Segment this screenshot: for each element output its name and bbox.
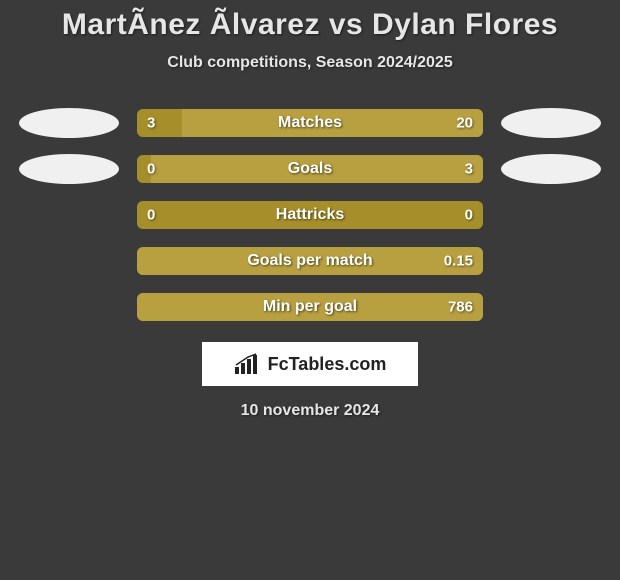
stat-row: 3 Matches 20 bbox=[0, 108, 620, 138]
chart-icon bbox=[234, 353, 262, 375]
left-spacer bbox=[19, 246, 119, 276]
bar-value-right: 0 bbox=[465, 207, 473, 224]
page-title: MartÃnez Ãlvarez vs Dylan Flores bbox=[0, 8, 620, 42]
footer-logo[interactable]: FcTables.com bbox=[202, 342, 418, 386]
bar-label: Matches bbox=[278, 114, 342, 132]
bar-label: Goals bbox=[288, 160, 332, 178]
bar-value-left: 3 bbox=[147, 115, 155, 132]
right-oval bbox=[501, 108, 601, 138]
stat-row: 0 Goals 3 bbox=[0, 154, 620, 184]
right-oval bbox=[501, 154, 601, 184]
container: MartÃnez Ãlvarez vs Dylan Flores Club co… bbox=[0, 0, 620, 420]
bar-label: Goals per match bbox=[247, 252, 372, 270]
footer-date: 10 november 2024 bbox=[0, 402, 620, 420]
logo-text: FcTables.com bbox=[268, 354, 387, 375]
bar-value-right: 0.15 bbox=[444, 253, 473, 270]
bar-value-right: 786 bbox=[448, 299, 473, 316]
right-spacer bbox=[501, 246, 601, 276]
bar-value-right: 20 bbox=[456, 115, 473, 132]
bar-label: Min per goal bbox=[263, 298, 357, 316]
stat-bar: Min per goal 786 bbox=[137, 293, 483, 321]
subtitle: Club competitions, Season 2024/2025 bbox=[0, 54, 620, 72]
stat-bar: 0 Hattricks 0 bbox=[137, 201, 483, 229]
stat-bar: 3 Matches 20 bbox=[137, 109, 483, 137]
stat-rows: 3 Matches 20 0 Goals 3 0 Hattricks 0 Goals per ma… bbox=[0, 108, 620, 322]
left-oval bbox=[19, 108, 119, 138]
left-spacer bbox=[19, 200, 119, 230]
bar-value-left: 0 bbox=[147, 161, 155, 178]
left-oval bbox=[19, 154, 119, 184]
left-spacer bbox=[19, 292, 119, 322]
stat-bar: 0 Goals 3 bbox=[137, 155, 483, 183]
stat-row: 0 Hattricks 0 bbox=[0, 200, 620, 230]
stat-bar: Goals per match 0.15 bbox=[137, 247, 483, 275]
bar-label: Hattricks bbox=[276, 206, 344, 224]
right-spacer bbox=[501, 200, 601, 230]
bar-fill-left bbox=[137, 109, 182, 137]
stat-row: Min per goal 786 bbox=[0, 292, 620, 322]
stat-row: Goals per match 0.15 bbox=[0, 246, 620, 276]
bar-value-right: 3 bbox=[465, 161, 473, 178]
bar-value-left: 0 bbox=[147, 207, 155, 224]
right-spacer bbox=[501, 292, 601, 322]
